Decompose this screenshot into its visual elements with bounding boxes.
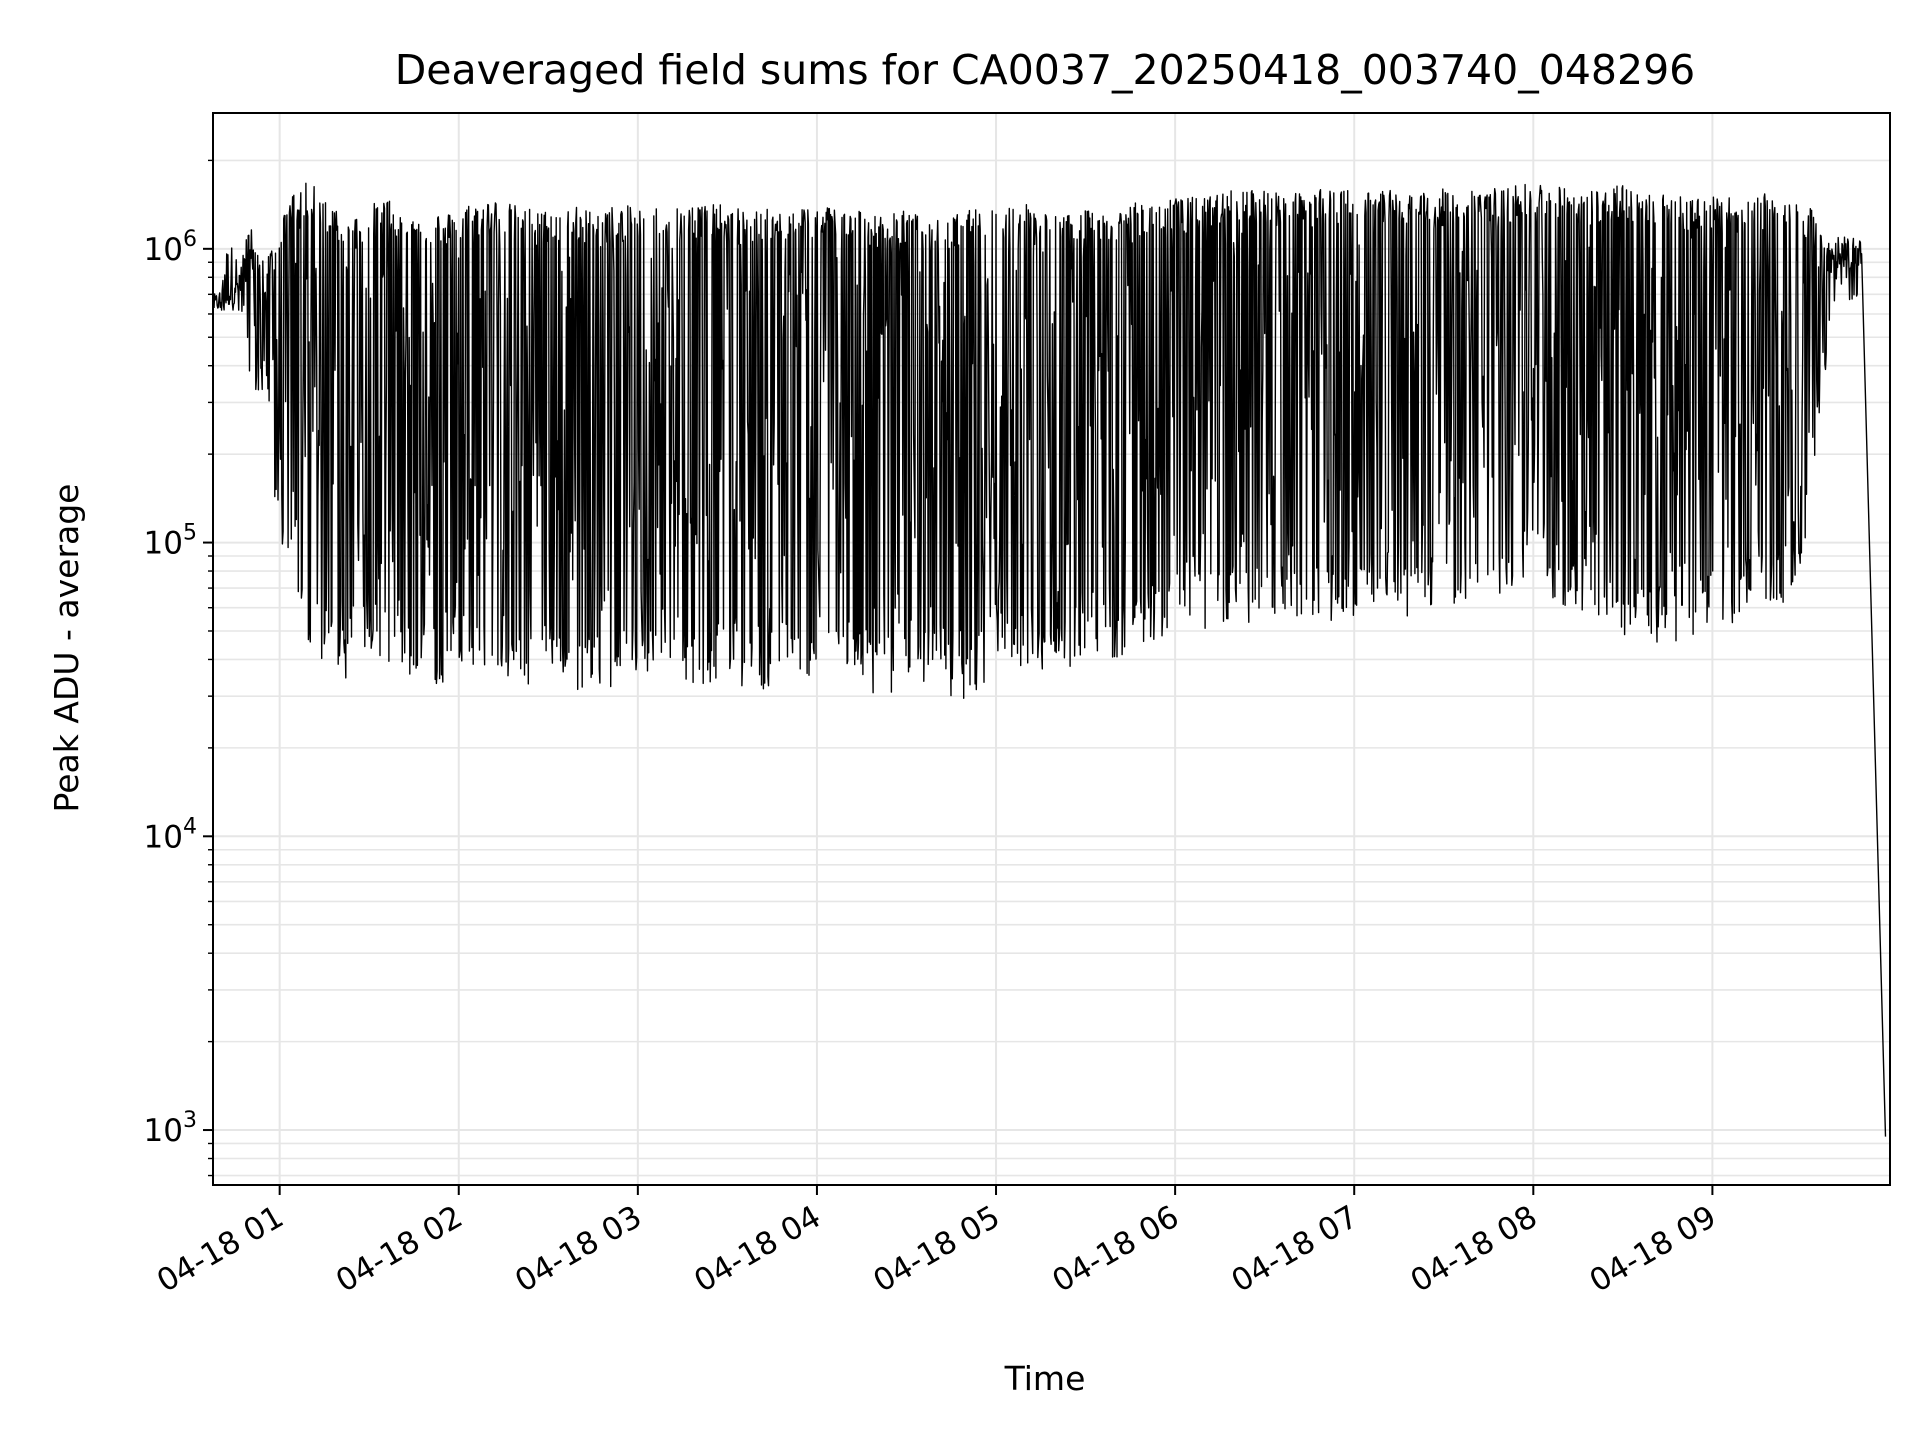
y-tick-label: 103 [144, 1108, 197, 1149]
data-series [213, 182, 1887, 1137]
y-tick-label: 106 [144, 227, 197, 268]
y-tick-base: 10 [144, 1113, 183, 1149]
y-tick-base: 10 [144, 526, 183, 562]
y-tick-exponent: 6 [183, 227, 197, 252]
y-tick-label: 104 [144, 814, 197, 855]
series-line [213, 182, 1887, 1137]
plot-frame [212, 112, 1891, 1186]
y-axis-label: Peak ADU - average [47, 484, 86, 813]
y-tick-label: 105 [144, 521, 197, 562]
y-tick-base: 10 [144, 819, 183, 855]
y-tick-exponent: 4 [183, 814, 197, 839]
y-tick-base: 10 [144, 232, 183, 268]
y-tick-exponent: 5 [183, 521, 197, 546]
y-tick-exponent: 3 [183, 1108, 197, 1133]
chart-title: Deaveraged field sums for CA0037_2025041… [395, 46, 1696, 94]
x-axis-label: Time [1004, 1359, 1086, 1398]
